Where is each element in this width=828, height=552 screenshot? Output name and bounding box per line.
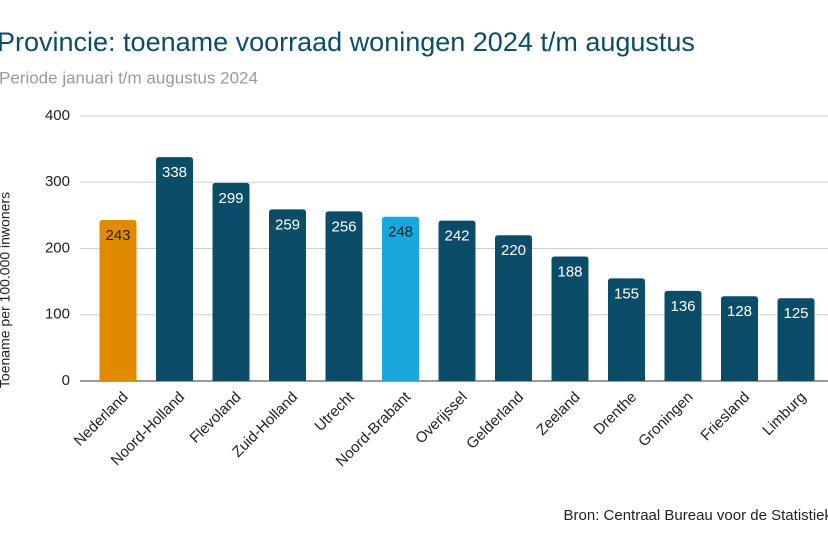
y-tick-label: 400 [45,107,70,124]
data-label: 243 [105,227,130,244]
bar [777,298,815,381]
bar [99,220,137,381]
y-tick-label: 100 [45,306,70,323]
bar [325,211,363,381]
chart-subtitle: Periode januari t/m augustus 2024 [0,68,258,87]
bar [438,220,476,381]
data-label: 136 [670,298,695,315]
x-tick-label: Friesland [697,389,753,445]
data-label: 125 [783,305,808,322]
chart-title: Provincie: toename voorraad woningen 202… [0,27,695,57]
y-tick-label: 300 [45,173,70,190]
data-label: 242 [444,228,469,245]
bar [156,157,193,381]
data-label: 128 [727,303,752,320]
x-tick-label: Nederland [71,389,132,450]
x-tick-label: Groningen [635,389,697,451]
data-label: 256 [331,218,356,235]
x-tick-label: Limburg [759,389,809,439]
bar [495,235,532,381]
data-label: 188 [557,263,582,280]
bar [608,278,645,381]
data-label: 338 [162,164,187,181]
bar [212,182,250,381]
y-axis-label: Toename per 100.000 inwoners [0,192,13,388]
bar [551,256,589,381]
data-label: 248 [388,224,413,241]
data-label: 299 [218,190,243,207]
x-tick-label: Overijssel [412,389,471,448]
bar [269,209,306,381]
data-label: 220 [501,242,526,259]
data-label: 155 [614,285,639,302]
x-tick-label: Utrecht [311,388,358,435]
y-tick-label: 0 [62,372,70,389]
bar [664,290,702,381]
x-tick-label: Flevoland [187,389,245,447]
data-label: 259 [275,216,300,233]
bar [721,296,758,381]
x-tick-label: Drenthe [590,389,640,439]
bar [382,216,419,381]
x-tick-label: Zeeland [533,389,583,439]
x-tick-label: Gelderland [463,389,527,453]
source-note: Bron: Centraal Bureau voor de Statistiek [564,507,828,524]
y-tick-label: 200 [45,239,70,256]
